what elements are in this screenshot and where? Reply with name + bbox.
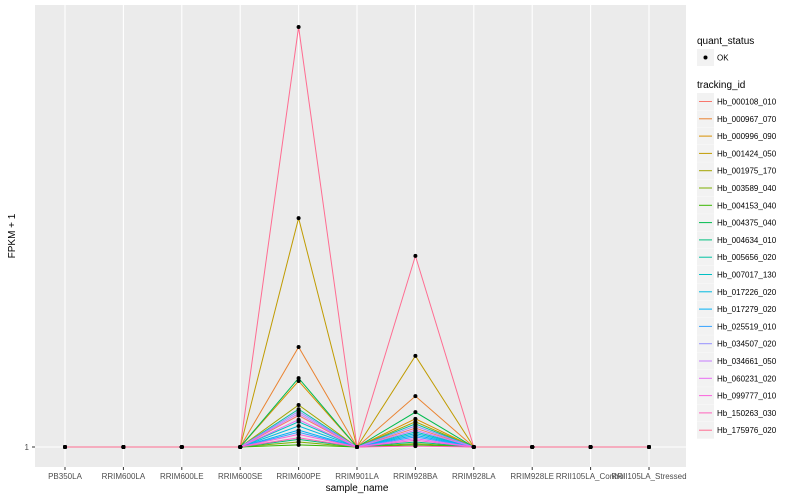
legend-label: Hb_017279_020 [717,305,777,314]
data-point [413,428,418,433]
data-point [296,25,301,29]
data-point [413,410,418,415]
legend-label-ok: OK [717,54,729,63]
x-axis-title: sample_name [326,483,389,494]
legend-shape-title: quant_status [697,36,754,47]
legend-point-ok [703,55,708,60]
data-point [413,444,418,449]
data-point [296,435,301,440]
data-point [530,445,535,449]
data-point [413,394,418,399]
data-point [121,445,126,449]
data-point [296,345,301,350]
legend-label: Hb_000967_070 [717,115,777,124]
x-tick-label: RRIM928LA [452,472,496,481]
y-tick-label: 1 [25,443,30,452]
data-point [296,216,301,221]
legend-label: Hb_000108_010 [717,98,777,107]
x-tick-label: RRIM928LE [510,472,554,481]
legend-label: Hb_004634_010 [717,236,777,245]
data-point [413,416,418,421]
data-point [413,424,418,428]
x-tick-label: RRII105LA_Control [556,472,626,481]
legend-label: Hb_000996_090 [717,132,777,141]
data-point [647,445,651,449]
x-tick-label: RRII105LA_Stressed [611,472,686,481]
legend-label: Hb_060231_020 [717,374,777,383]
data-point [296,411,301,416]
legend-label: Hb_017226_020 [717,288,777,297]
y-axis-title: FPKM + 1 [7,213,18,258]
legend-label: Hb_005656_020 [717,253,777,262]
legend-label: Hb_034507_020 [717,340,777,349]
data-point [296,432,301,437]
data-point [588,445,593,449]
data-point [355,445,359,449]
data-point [296,379,301,384]
legend-label: Hb_001424_050 [717,149,777,158]
data-point [413,438,418,443]
x-tick-label: RRIM928BA [393,472,438,481]
data-point [296,417,301,422]
legend-label: Hb_007017_130 [717,271,777,280]
legend-label: Hb_150263_030 [717,409,777,418]
legend-label: Hb_025519_010 [717,322,777,331]
data-point [296,376,301,381]
legend-label: Hb_004153_040 [717,201,777,210]
data-point [238,445,243,449]
x-tick-label: RRIM600LA [102,472,146,481]
legend-color-title: tracking_id [697,80,745,91]
legend-label: Hb_034661_050 [717,357,777,366]
data-point [296,403,301,407]
x-tick-label: RRIM600PE [276,472,320,481]
legend-label: Hb_001975_170 [717,167,777,176]
data-point [296,424,301,428]
legend-label: Hb_175976_020 [717,426,777,435]
data-point [471,445,476,449]
x-tick-label: RRIM600SE [218,472,262,481]
plot-panel [35,5,686,467]
x-tick-label: PB350LA [48,472,82,481]
data-point [413,353,418,358]
legend-label: Hb_099777_010 [717,392,777,401]
x-tick-label: RRIM600LE [160,472,204,481]
data-point [179,445,184,449]
x-tick-label: RRIM901LA [335,472,379,481]
data-point [63,445,67,449]
data-point [296,442,301,447]
legend-label: Hb_004375_040 [717,219,777,228]
legend-label: Hb_003589_040 [717,184,777,193]
data-point [413,253,418,258]
